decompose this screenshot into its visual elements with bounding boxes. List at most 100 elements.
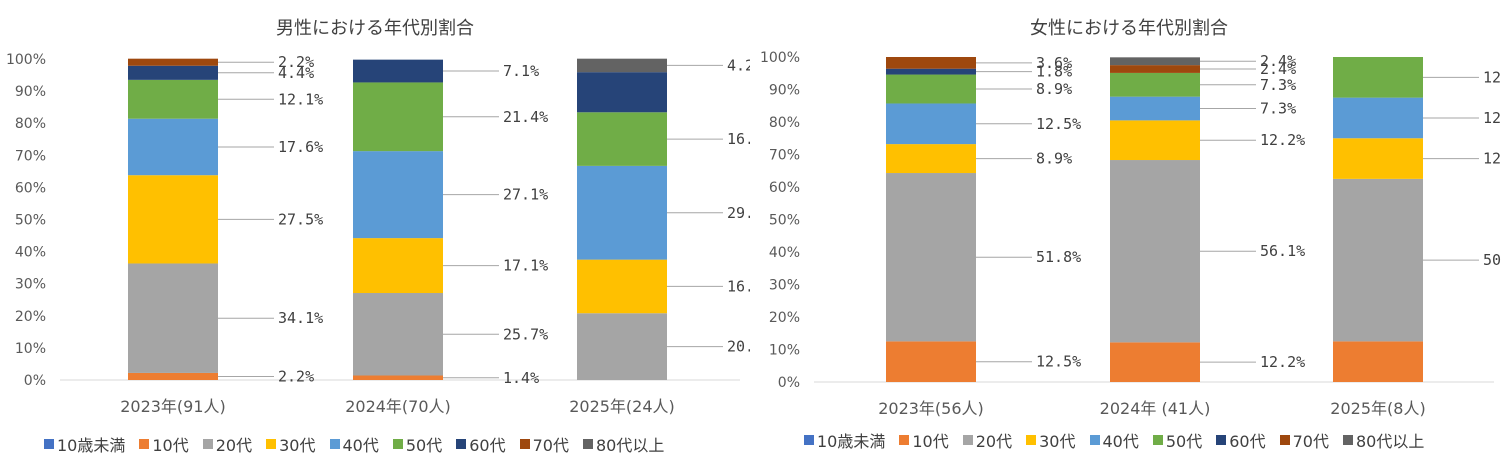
y-tick-label: 60% <box>769 180 800 196</box>
bar-segment <box>886 74 976 104</box>
data-label: 1.4% <box>503 369 539 387</box>
data-label: 7.3% <box>1260 76 1296 94</box>
legend-swatch <box>804 435 814 445</box>
bar-segment <box>1110 65 1200 73</box>
bar-segment <box>886 144 976 174</box>
data-label: 56.1% <box>1260 242 1305 260</box>
category-label: 2024年 (41人) <box>1100 399 1211 418</box>
bar-segment <box>128 263 218 373</box>
bar-segment <box>128 118 218 176</box>
bar-segment <box>1110 57 1200 66</box>
y-tick-label: 70% <box>769 148 800 164</box>
legend-label: 30代 <box>279 436 316 455</box>
bar-segment <box>1110 120 1200 161</box>
legend-swatch <box>44 439 54 449</box>
bar-segment <box>886 173 976 342</box>
y-tick-label: 30% <box>15 277 46 293</box>
y-tick-label: 90% <box>769 83 800 99</box>
data-label: 12.1% <box>278 90 323 108</box>
chart-title: 男性における年代別割合 <box>276 18 474 39</box>
legend: 10歳未満 10代 20代 30代 40代 50代 60代 70代 80代以上 <box>44 432 664 456</box>
data-label: 17.1% <box>503 257 548 275</box>
data-label: 2.4% <box>1260 60 1296 78</box>
legend-item: 30代 <box>266 432 316 456</box>
data-label: 27.5% <box>278 210 323 228</box>
legend-swatch <box>456 439 467 449</box>
bar-segment <box>1110 160 1200 343</box>
data-label: 34.1% <box>278 309 323 327</box>
bar-segment <box>1333 97 1423 139</box>
legend-swatch <box>329 439 340 449</box>
legend-item: 80代以上 <box>1343 428 1424 452</box>
chart-title: 女性における年代別割合 <box>1030 18 1228 39</box>
legend-swatch <box>583 439 593 449</box>
data-label: 16.7% <box>727 130 750 148</box>
y-tick-label: 0% <box>778 375 800 391</box>
y-tick-label: 50% <box>769 213 800 229</box>
legend-label: 10代 <box>912 432 949 451</box>
y-tick-label: 60% <box>15 180 46 196</box>
data-label: 51.8% <box>1036 248 1081 266</box>
legend-swatch <box>1279 435 1290 445</box>
legend-label: 10代 <box>152 436 189 455</box>
legend-swatch <box>1089 435 1100 445</box>
bar-segment <box>1333 138 1423 179</box>
legend-swatch <box>1152 435 1163 445</box>
category-label: 2025年(24人) <box>569 397 675 416</box>
legend-item: 10代 <box>899 428 949 452</box>
category-label: 2024年(70人) <box>345 397 451 416</box>
legend-label: 80代以上 <box>1356 432 1425 451</box>
legend-item: 50代 <box>1152 428 1203 452</box>
data-label: 2.2% <box>278 53 314 71</box>
legend-item: 70代 <box>519 432 569 456</box>
legend-swatch <box>1216 435 1227 445</box>
bar-segment <box>1333 57 1423 98</box>
bar-segment <box>1110 342 1200 382</box>
legend-item: 20代 <box>962 428 1013 452</box>
male-plot: 0% 10% 20% 30% 40% 50% 60% 70% 80% 90% 100% 2.2% 34.… <box>6 52 750 416</box>
legend-swatch <box>519 439 530 449</box>
y-tick-label: 10% <box>15 341 46 357</box>
y-tick-label: 40% <box>769 245 800 261</box>
y-tick-label: 10% <box>769 343 800 359</box>
legend-label: 10歳未満 <box>817 432 886 451</box>
legend-item: 10歳未満 <box>44 432 125 456</box>
legend-label: 20代 <box>215 436 253 455</box>
bar-segment <box>577 259 667 314</box>
legend-label: 70代 <box>532 436 569 455</box>
y-tick-label: 100% <box>6 52 46 68</box>
female-plot: 0% 10% 20% 30% 40% 50% 60% 70% 80% 90% 100% 12.5% 51… <box>760 50 1504 418</box>
data-label: 12.5% <box>1036 353 1081 371</box>
female-chart: 女性における年代別割合 0% 10% 20% 30% 40% 50% 60% 70% 80% 90… <box>754 0 1504 467</box>
bar-segment <box>577 112 667 166</box>
data-label: 3.6% <box>1036 54 1072 72</box>
y-tick-label: 80% <box>769 115 800 131</box>
bar-segment <box>886 341 976 382</box>
legend-label: 50代 <box>1165 432 1203 451</box>
legend-item: 30代 <box>1026 428 1076 452</box>
data-label: 1.8% <box>1036 63 1072 81</box>
y-tick-label: 20% <box>769 310 800 326</box>
data-label: 4.2% <box>727 56 750 74</box>
legend-item: 60代 <box>1216 428 1266 452</box>
legend-item: 60代 <box>456 432 506 456</box>
y-tick-label: 70% <box>15 148 46 164</box>
legend-swatch <box>962 435 973 445</box>
legend-item: 20代 <box>202 432 253 456</box>
legend-label: 60代 <box>1229 432 1266 451</box>
bar-segment <box>886 57 976 69</box>
legend-swatch <box>266 439 277 449</box>
y-tick-label: 100% <box>760 50 800 66</box>
bar-segment <box>1333 178 1423 342</box>
bar-segment <box>128 372 218 380</box>
category-label: 2023年(56人) <box>878 399 984 418</box>
legend-label: 20代 <box>975 432 1013 451</box>
bar-segment <box>1110 96 1200 121</box>
legend-swatch <box>392 439 403 449</box>
bar-segment <box>128 65 218 80</box>
data-label: 2.4% <box>1260 52 1296 70</box>
legend-swatch <box>202 439 213 449</box>
male-chart: 男性における年代別割合 0% 10% 20% 30% 40% 50% 60% 70% 80% 90… <box>0 0 750 467</box>
bar-segment <box>577 58 667 73</box>
legend-label: 70代 <box>1292 432 1329 451</box>
